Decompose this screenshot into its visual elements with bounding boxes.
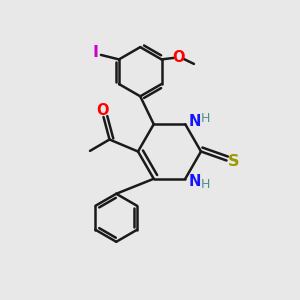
Text: I: I <box>92 45 98 60</box>
Text: O: O <box>173 50 185 65</box>
Text: H: H <box>201 112 210 125</box>
Text: N: N <box>189 174 201 189</box>
Text: H: H <box>201 178 210 191</box>
Text: S: S <box>228 154 239 169</box>
Text: O: O <box>96 103 109 118</box>
Text: N: N <box>189 114 201 129</box>
